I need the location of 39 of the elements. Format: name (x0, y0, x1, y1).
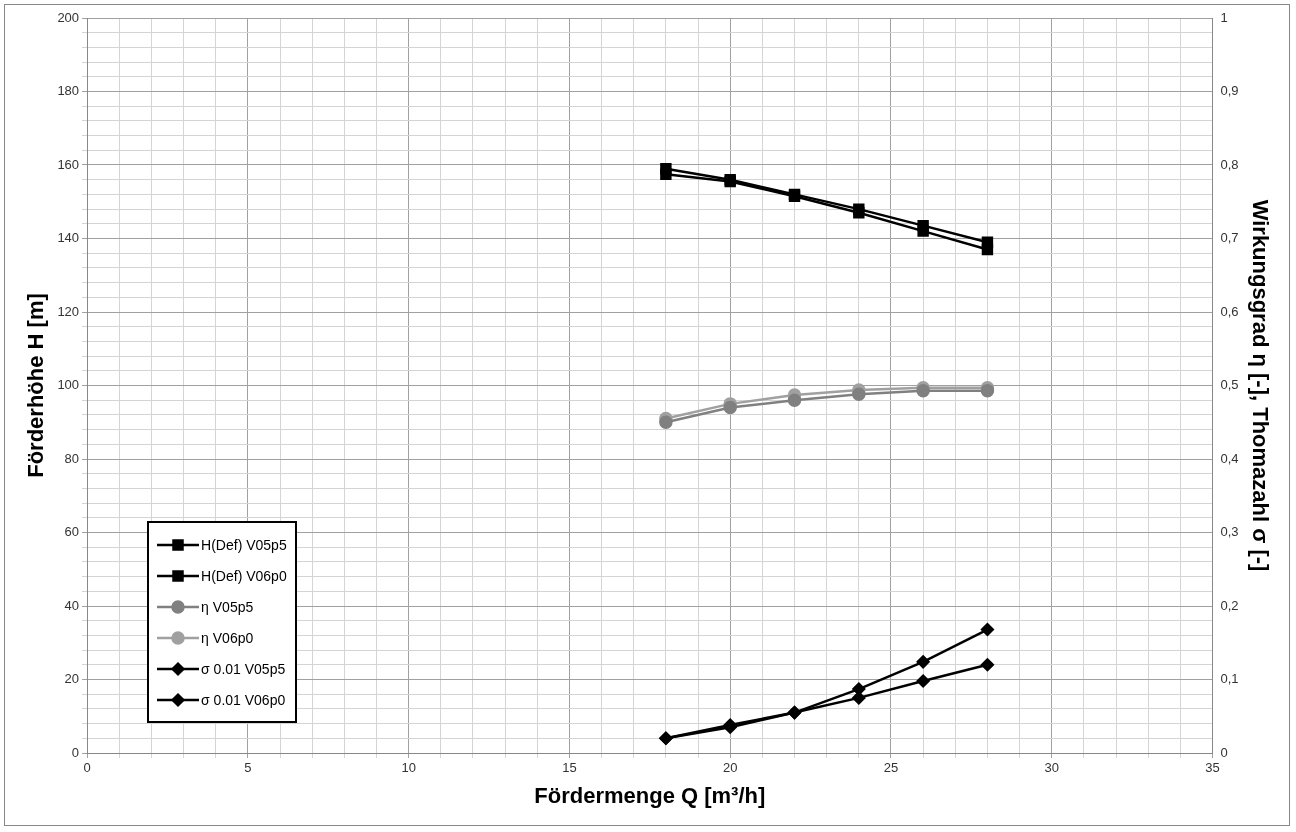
x-axis-title: Fördermenge Q [m³/h] (534, 782, 766, 808)
y2-tick-label: 0,4 (1220, 450, 1239, 466)
y-tick-label: 20 (64, 671, 80, 687)
y2-axis-title: Wirkungsgrad η [-], Thomazahl σ [-] (1247, 199, 1273, 572)
x-tick-label: 30 (1044, 760, 1059, 776)
y2-tick-label: 0,1 (1220, 671, 1239, 687)
y2-tick-label: 0 (1220, 744, 1228, 760)
x-tick-label: 10 (401, 760, 416, 776)
legend-label: η V06p0 (201, 629, 254, 646)
y-tick-label: 120 (57, 303, 80, 319)
legend-label: η V05p5 (201, 598, 254, 615)
y-tick-label: 80 (64, 450, 80, 466)
y-axis-title: Förderhöhe H [m] (23, 293, 49, 478)
y-tick-label: 160 (57, 156, 80, 172)
y2-tick-label: 0,2 (1220, 597, 1239, 613)
legend-label: σ 0.01 V05p5 (201, 660, 286, 677)
x-tick-label: 20 (722, 760, 738, 776)
y-tick-label: 140 (57, 230, 80, 246)
x-tick-label: 15 (562, 760, 577, 776)
x-tick-label: 25 (883, 760, 899, 776)
x-tick-label: 0 (83, 760, 91, 776)
legend-label: H(Def) V06p0 (201, 567, 287, 584)
x-tick-label: 35 (1205, 760, 1220, 776)
legend-label: σ 0.01 V06p0 (201, 691, 286, 708)
y2-tick-label: 0,6 (1220, 303, 1239, 319)
y-tick-label: 100 (57, 377, 80, 393)
y-tick-label: 180 (57, 83, 80, 99)
y-tick-label: 200 (57, 9, 80, 25)
y2-tick-label: 0,5 (1220, 377, 1239, 393)
y-tick-label: 0 (71, 744, 80, 760)
y-tick-label: 60 (64, 524, 80, 540)
x-tick-label: 5 (244, 760, 252, 776)
y2-tick-label: 1 (1220, 9, 1228, 25)
y2-tick-label: 0,9 (1220, 83, 1239, 99)
y2-tick-label: 0,3 (1220, 524, 1239, 540)
y2-tick-label: 0,8 (1220, 156, 1239, 172)
y-tick-label: 40 (64, 597, 80, 613)
legend-label: H(Def) V05p5 (201, 536, 287, 553)
y2-tick-label: 0,7 (1220, 230, 1239, 246)
